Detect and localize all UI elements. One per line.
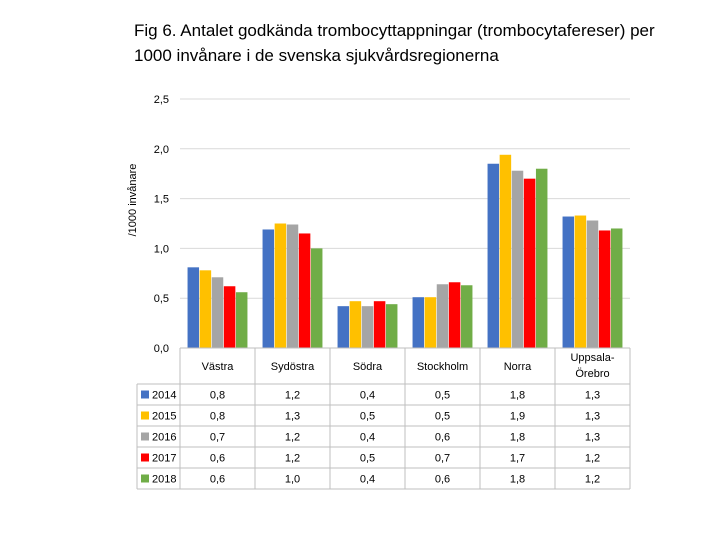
data-label: 0,5: [360, 411, 375, 423]
data-label: 1,3: [585, 390, 600, 402]
chart-title: Fig 6. Antalet godkända trombocyttappnin…: [134, 18, 694, 68]
data-label: 1,2: [585, 453, 600, 465]
bar-2016: [286, 224, 299, 348]
bar-2018: [460, 285, 473, 348]
data-label: 1,3: [585, 432, 600, 444]
legend-label: 2017: [152, 453, 176, 465]
legend-key-2018: [141, 474, 149, 483]
category-label: Uppsala-: [570, 352, 614, 364]
y-tick-label: 2,0: [154, 144, 169, 156]
category-label: Södra: [353, 361, 383, 373]
data-label: 1,8: [510, 432, 525, 444]
bar-2014: [487, 163, 500, 348]
category-label: Norra: [504, 361, 532, 373]
data-label: 0,5: [360, 453, 375, 465]
legend-key-2015: [141, 411, 149, 420]
data-label: 1,8: [510, 474, 525, 486]
bar-2014: [187, 267, 200, 348]
legend-label: 2016: [152, 432, 176, 444]
data-label: 1,2: [585, 474, 600, 486]
category-label: Örebro: [575, 368, 609, 380]
bar-2015: [349, 301, 362, 348]
data-label: 0,4: [360, 432, 375, 444]
chart-title-line-1: Fig 6. Antalet godkända trombocyttappnin…: [134, 21, 655, 40]
bar-2018: [310, 248, 323, 348]
data-label: 1,2: [285, 453, 300, 465]
chart-title-line-2: 1000 invånare i de svenska sjukvårdsregi…: [134, 46, 499, 65]
bar-2014: [337, 306, 350, 348]
data-label: 0,6: [210, 453, 225, 465]
data-label: 1,9: [510, 411, 525, 423]
data-label: 0,8: [210, 411, 225, 423]
data-label: 1,2: [285, 390, 300, 402]
data-label: 0,7: [435, 453, 450, 465]
bar-2015: [574, 215, 587, 348]
data-label: 1,7: [510, 453, 525, 465]
data-label: 1,3: [285, 411, 300, 423]
legend-label: 2015: [152, 411, 176, 423]
bar-2018: [235, 292, 248, 348]
y-tick-label: 0,5: [154, 293, 169, 305]
bar-2017: [598, 230, 611, 348]
legend-key-2017: [141, 453, 149, 462]
bar-2015: [274, 223, 287, 348]
y-tick-label: 1,5: [154, 194, 169, 206]
bar-2017: [298, 233, 311, 348]
bar-2014: [412, 297, 425, 348]
bar-2017: [523, 178, 536, 348]
bar-2016: [511, 170, 524, 348]
data-label: 0,4: [360, 390, 375, 402]
data-label: 1,0: [285, 474, 300, 486]
legend-label: 2018: [152, 474, 176, 486]
bar-2016: [211, 277, 224, 348]
bar-2016: [436, 284, 449, 348]
bar-2018: [610, 228, 623, 348]
bar-2016: [586, 220, 599, 348]
bar-2015: [424, 297, 437, 348]
legend-label: 2014: [152, 390, 176, 402]
data-label: 0,7: [210, 432, 225, 444]
bar-2017: [223, 286, 236, 348]
bar-2015: [199, 270, 212, 348]
bar-2014: [262, 229, 275, 348]
data-label: 0,5: [435, 390, 450, 402]
y-tick-label: 1,0: [154, 243, 169, 255]
category-label: Västra: [202, 361, 235, 373]
bar-2015: [499, 154, 512, 348]
data-label: 0,8: [210, 390, 225, 402]
legend-key-2014: [141, 390, 149, 399]
data-label: 0,5: [435, 411, 450, 423]
data-label: 0,6: [435, 432, 450, 444]
bar-2017: [448, 282, 461, 348]
bar-2018: [385, 304, 398, 348]
data-label: 0,4: [360, 474, 375, 486]
data-label: 1,8: [510, 390, 525, 402]
data-label: 0,6: [210, 474, 225, 486]
data-label: 1,2: [285, 432, 300, 444]
y-tick-label: 2,5: [154, 94, 169, 106]
category-label: Sydöstra: [271, 361, 315, 373]
bar-2016: [361, 306, 374, 348]
data-label: 1,3: [585, 411, 600, 423]
bar-2017: [373, 301, 386, 348]
legend-key-2016: [141, 432, 149, 441]
category-label: Stockholm: [417, 361, 468, 373]
bar-2014: [562, 216, 575, 348]
data-label: 0,6: [435, 474, 450, 486]
y-tick-label: 0,0: [154, 343, 169, 355]
bar-2018: [535, 168, 548, 348]
